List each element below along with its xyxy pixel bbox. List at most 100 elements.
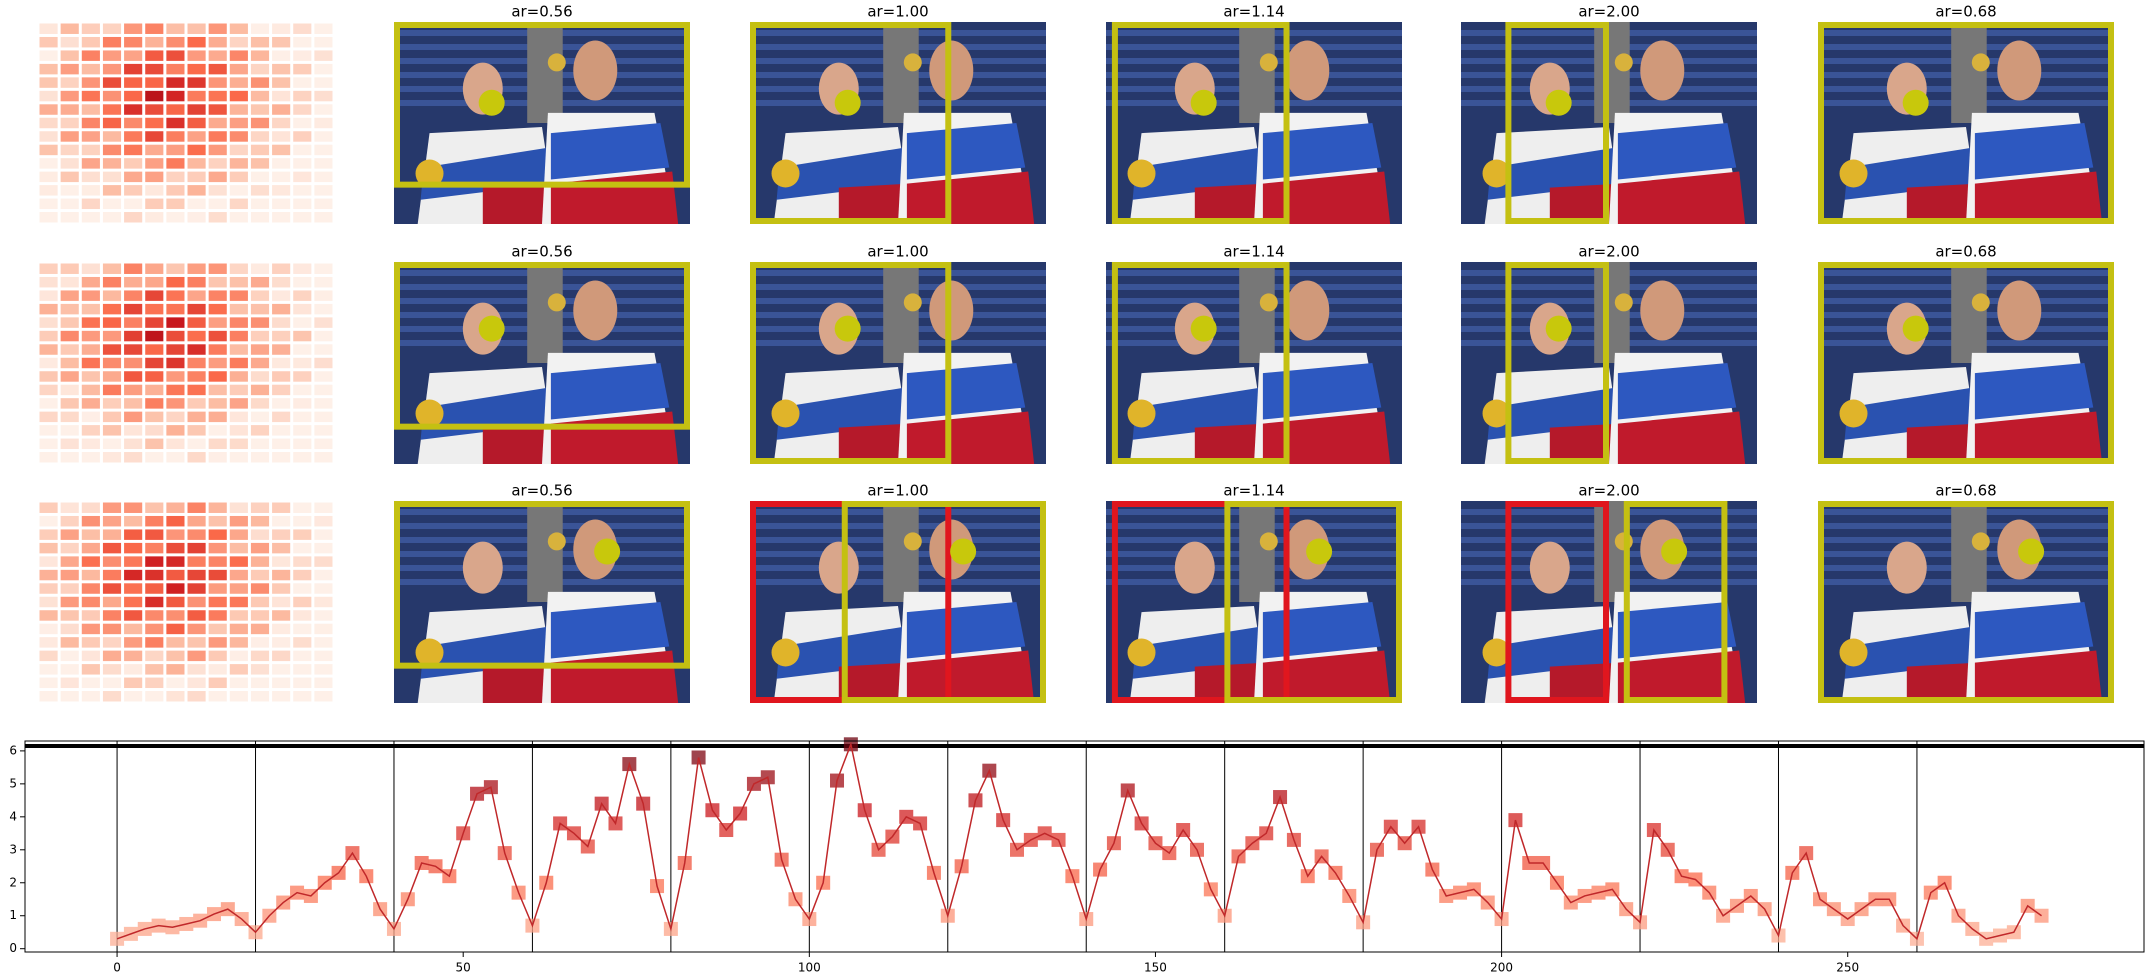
heat-cell: [60, 438, 79, 450]
heat-cell: [145, 425, 164, 436]
y-tick-label: 4: [9, 809, 17, 823]
heat-cell: [314, 104, 333, 115]
heat-cell: [81, 77, 100, 88]
jacket-red: [482, 183, 557, 224]
heat-cell: [166, 23, 185, 34]
x-tick-label: 50: [456, 961, 471, 975]
heat-cell: [102, 438, 122, 450]
panel-title: ar=1.00: [867, 3, 928, 21]
heat-cell: [81, 529, 100, 540]
heat-cell: [102, 198, 122, 210]
heat-cell: [229, 384, 248, 396]
heat-cell: [39, 303, 58, 315]
heat-cell: [208, 384, 227, 396]
heat-cell: [272, 131, 291, 142]
heat-cell: [124, 90, 143, 102]
heat-cell: [272, 542, 291, 554]
heat-cell: [208, 50, 227, 61]
heat-cell: [293, 263, 312, 274]
heat-cell: [272, 77, 291, 88]
heat-cell: [39, 276, 58, 288]
heat-cell: [229, 610, 248, 621]
heat-cell: [102, 384, 122, 396]
heat-cell: [145, 330, 164, 342]
heat-cell: [293, 569, 312, 581]
heat-cell: [250, 357, 270, 369]
heat-cell: [166, 398, 185, 409]
heat-cell: [293, 691, 312, 702]
medal: [1259, 293, 1278, 312]
heat-cell: [102, 664, 122, 675]
heat-cell: [187, 36, 206, 48]
heat-cell: [145, 452, 164, 463]
heat-cell: [39, 569, 58, 581]
heat-cell: [166, 77, 185, 88]
heat-cell: [187, 104, 206, 115]
aisle: [1239, 262, 1275, 363]
heat-cell: [124, 529, 143, 540]
heat-cell: [272, 144, 291, 156]
heat-cell: [250, 384, 270, 396]
heat-cell: [250, 650, 270, 662]
heat-cell: [272, 583, 291, 594]
jacket-red: [1262, 411, 1391, 464]
heat-cell: [187, 664, 206, 675]
heat-cell: [39, 131, 58, 142]
heat-cell: [208, 212, 227, 223]
heat-cell: [145, 77, 164, 88]
heat-cell: [60, 158, 79, 169]
photo: [1461, 501, 1757, 703]
photo: [1106, 22, 1402, 224]
heat-cell: [208, 637, 227, 648]
heat-cell: [166, 384, 185, 396]
heat-cell: [102, 425, 122, 436]
heat-cell: [250, 425, 270, 436]
heat-cell: [39, 158, 58, 169]
heat-cell: [124, 425, 143, 436]
jacket-red: [1974, 171, 2103, 224]
heat-cell: [145, 411, 164, 423]
heat-cell: [229, 357, 248, 369]
heat-cell: [81, 502, 100, 513]
heat-cell: [314, 569, 333, 581]
heat-cell: [314, 529, 333, 540]
heat-cell: [102, 610, 122, 621]
head: [1529, 541, 1570, 594]
x-tick-label: 200: [1490, 961, 1513, 975]
heat-cell: [314, 596, 333, 608]
heat-cell: [187, 425, 206, 436]
heat-cell: [124, 77, 143, 88]
heat-cell: [166, 452, 185, 463]
crop-box: [1818, 501, 2114, 703]
panel-title: ar=2.00: [1578, 482, 1639, 500]
jacket-blue: [550, 123, 670, 180]
heat-cell: [229, 411, 248, 423]
aisle: [1951, 501, 1987, 602]
heat-cell: [229, 63, 248, 75]
head: [1640, 280, 1685, 341]
heat-cell: [229, 623, 248, 635]
heat-cell: [293, 664, 312, 675]
heat-cell: [124, 117, 143, 129]
heat-cell: [166, 623, 185, 635]
heat-cell: [166, 411, 185, 423]
heat-cell: [187, 610, 206, 621]
crop-box: [750, 22, 952, 224]
heat-cell: [272, 398, 291, 409]
heat-cell: [314, 185, 333, 196]
heat-cell: [102, 212, 122, 223]
heat-cell: [81, 371, 100, 382]
jacket-blue: [1617, 123, 1737, 180]
heat-cell: [102, 411, 122, 423]
heat-cell: [166, 583, 185, 594]
heat-cell: [145, 438, 164, 450]
heat-cell: [60, 131, 79, 142]
heat-cell: [229, 371, 248, 382]
jacket-blue: [1262, 363, 1382, 420]
crop-box: [1505, 22, 1610, 224]
head: [573, 280, 618, 341]
heat-cell: [229, 23, 248, 34]
heat-cell: [187, 276, 206, 288]
heat-cell: [81, 357, 100, 369]
